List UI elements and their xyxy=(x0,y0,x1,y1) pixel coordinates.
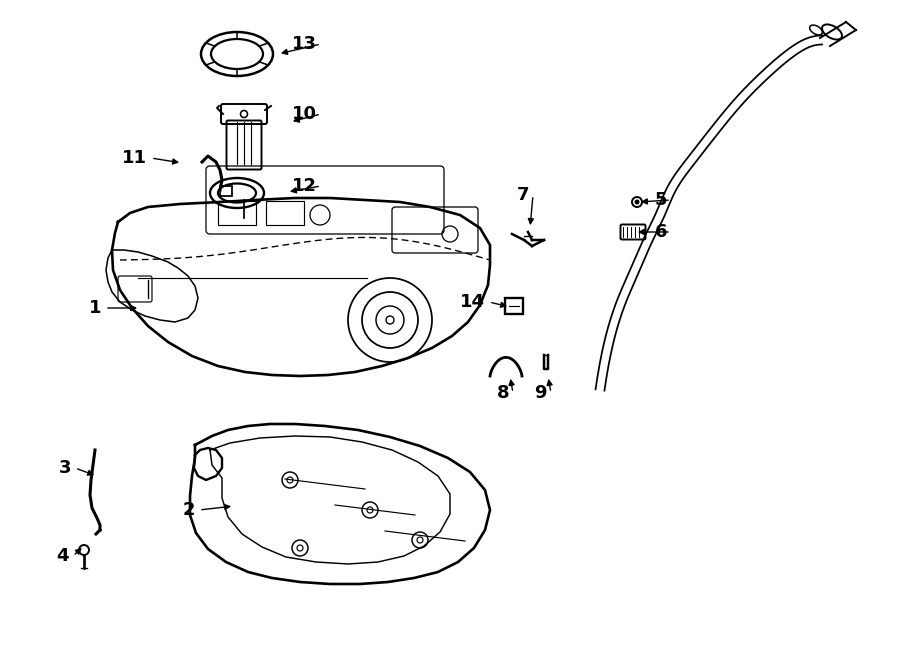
Circle shape xyxy=(635,200,639,204)
Text: 3: 3 xyxy=(58,459,71,477)
Text: 10: 10 xyxy=(292,105,317,123)
Text: 4: 4 xyxy=(57,547,69,565)
Text: 13: 13 xyxy=(292,35,317,53)
Text: 1: 1 xyxy=(88,299,101,317)
Text: 2: 2 xyxy=(183,501,195,519)
Text: 8: 8 xyxy=(497,384,509,402)
Text: 11: 11 xyxy=(122,149,147,167)
Bar xyxy=(220,186,232,196)
Bar xyxy=(218,201,256,225)
Text: 7: 7 xyxy=(517,186,529,204)
Text: 14: 14 xyxy=(460,293,485,311)
Text: 6: 6 xyxy=(654,223,667,241)
Text: 9: 9 xyxy=(535,384,547,402)
Text: 5: 5 xyxy=(654,191,667,209)
Text: 12: 12 xyxy=(292,177,317,195)
Bar xyxy=(266,201,304,225)
